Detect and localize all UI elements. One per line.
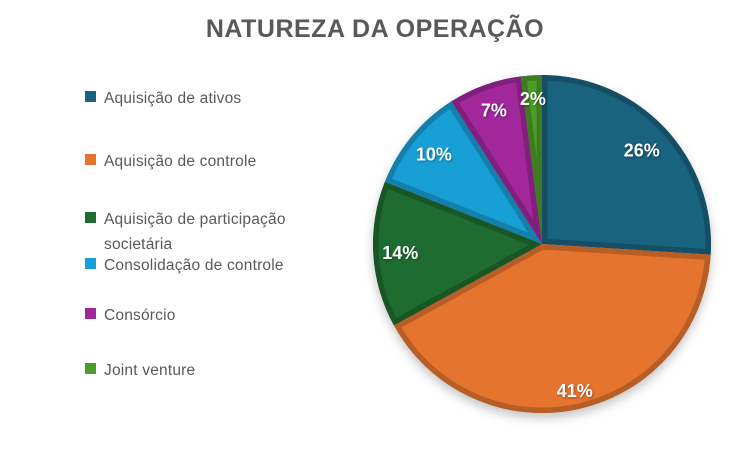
- legend-item: Joint venture: [85, 358, 303, 383]
- pie-slice-label: 10%: [416, 145, 452, 165]
- pie-slice-label: 14%: [382, 243, 418, 263]
- pie-slice: [384, 101, 542, 244]
- legend-item: Aquisição de ativos: [85, 86, 303, 111]
- legend-swatch-consolidacao-de-controle: [85, 258, 96, 269]
- pie-slice-label: 7%: [481, 100, 507, 120]
- legend-item: Consórcio: [85, 303, 303, 328]
- legend-label: Joint venture: [104, 362, 196, 379]
- pie-slice: [451, 76, 542, 244]
- pie-slice: [542, 75, 712, 255]
- pie-slice: [393, 244, 711, 414]
- legend-swatch-joint-venture: [85, 363, 96, 374]
- legend-swatch-aquisicao-de-controle: [85, 154, 96, 165]
- legend-label: Aquisição de controle: [104, 153, 257, 170]
- pie-slice-label: 26%: [624, 140, 660, 160]
- pie-slices-group: 26% 41% 14% 10% 7% 2%: [372, 75, 712, 414]
- legend-label: Consórcio: [104, 307, 176, 324]
- legend-label: Aquisição de ativos: [104, 90, 242, 107]
- pie-slice: [520, 75, 542, 244]
- legend-swatch-consorcio: [85, 308, 96, 319]
- legend-label: Consolidação de controle: [104, 257, 284, 274]
- legend-swatch-aquisicao-de-participacao-societaria: [85, 212, 96, 223]
- legend-item: Aquisição de participação societária: [85, 207, 303, 257]
- chart-title: NATUREZA DA OPERAÇÃO: [205, 15, 545, 43]
- pie-slice-label: 41%: [557, 381, 593, 401]
- pie-slice: [372, 181, 542, 326]
- legend-item: Consolidação de controle: [85, 253, 303, 278]
- legend-item: Aquisição de controle: [85, 149, 303, 174]
- legend-swatch-aquisicao-de-ativos: [85, 91, 96, 102]
- pie-slice-label: 2%: [520, 89, 546, 109]
- legend-label: Aquisição de participação societária: [104, 211, 286, 253]
